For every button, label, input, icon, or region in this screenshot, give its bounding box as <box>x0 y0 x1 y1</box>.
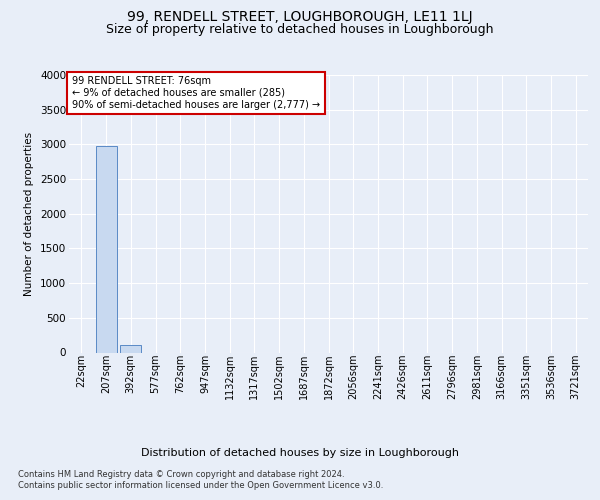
Text: Size of property relative to detached houses in Loughborough: Size of property relative to detached ho… <box>106 22 494 36</box>
Bar <box>95 146 116 352</box>
Text: Contains public sector information licensed under the Open Government Licence v3: Contains public sector information licen… <box>18 481 383 490</box>
Y-axis label: Number of detached properties: Number of detached properties <box>25 132 34 296</box>
Text: Distribution of detached houses by size in Loughborough: Distribution of detached houses by size … <box>141 448 459 458</box>
Text: 99, RENDELL STREET, LOUGHBOROUGH, LE11 1LJ: 99, RENDELL STREET, LOUGHBOROUGH, LE11 1… <box>127 10 473 24</box>
Bar <box>120 345 141 352</box>
Text: 99 RENDELL STREET: 76sqm
← 9% of detached houses are smaller (285)
90% of semi-d: 99 RENDELL STREET: 76sqm ← 9% of detache… <box>71 76 320 110</box>
Text: Contains HM Land Registry data © Crown copyright and database right 2024.: Contains HM Land Registry data © Crown c… <box>18 470 344 479</box>
